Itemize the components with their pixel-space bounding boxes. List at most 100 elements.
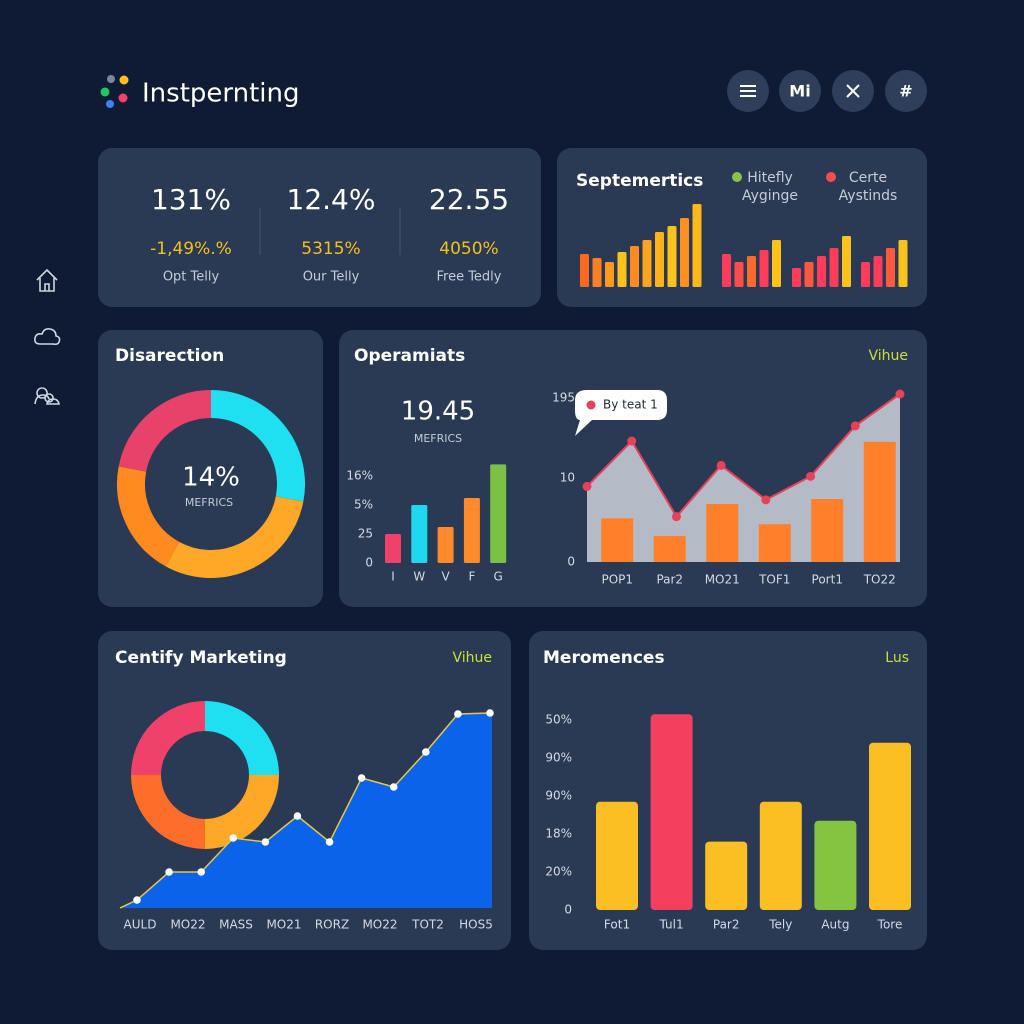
y-tick-label: 5%	[354, 498, 373, 512]
bar	[650, 714, 693, 910]
stat-label: Our Telly	[303, 270, 360, 285]
line-point	[293, 812, 302, 820]
x-tick-label: MO22	[362, 918, 397, 932]
bar	[792, 268, 801, 287]
donut-slice	[204, 774, 279, 849]
line-point	[229, 834, 238, 842]
line-point	[486, 709, 494, 717]
bar	[680, 218, 689, 287]
stat-change: 4050%	[439, 239, 498, 259]
x-tick-label: POP1	[601, 573, 633, 587]
app-title: Instpernting	[142, 79, 300, 109]
bar	[898, 240, 908, 287]
panel-title: Centify Marketing	[115, 648, 287, 668]
line-point	[325, 838, 334, 846]
y-tick-label: 20%	[545, 865, 572, 879]
panel-link[interactable]: Vihue	[452, 650, 492, 666]
x-tick-label: TOT2	[411, 918, 444, 932]
bar	[811, 499, 844, 562]
callout-dot	[586, 400, 596, 410]
bar	[655, 232, 664, 287]
donut-slice	[131, 701, 206, 776]
metric-label: MEFRICS	[414, 432, 462, 445]
donut-slice	[165, 495, 304, 578]
line-point	[895, 389, 905, 399]
hash-button-label: #	[899, 82, 912, 101]
close-icon	[846, 84, 860, 98]
stat-label: Opt Telly	[163, 270, 220, 285]
y-tick-label: 0	[365, 556, 373, 570]
y-tick-label: 90%	[545, 789, 572, 803]
donut-slice	[117, 466, 180, 567]
bar	[692, 204, 702, 287]
x-tick-label: MO22	[170, 918, 205, 932]
bar	[814, 820, 857, 910]
bar	[437, 527, 454, 563]
x-tick-label: AULD	[124, 918, 157, 932]
donut-center-value: 14%	[182, 463, 240, 493]
stat-change: -1,49%.%	[150, 239, 232, 259]
y-tick-label: 0	[564, 903, 572, 917]
panel-link[interactable]: Lus	[885, 650, 909, 666]
legend-label: Certe	[849, 170, 887, 186]
donut-slice	[131, 774, 206, 849]
metric-value: 19.45	[401, 397, 475, 427]
bar	[411, 505, 428, 563]
line-point	[671, 512, 681, 522]
bar	[886, 248, 895, 287]
donut-slice	[118, 390, 212, 473]
panel-title: Meromences	[543, 648, 665, 668]
bar	[605, 262, 614, 287]
bar	[642, 240, 652, 287]
line-point	[627, 436, 637, 446]
y-tick-label: 50%	[545, 713, 572, 727]
y-tick-label: 90%	[545, 751, 572, 765]
y-tick-label: 195	[552, 391, 575, 405]
stat-value: 131%	[151, 183, 231, 216]
y-tick-label: 0	[567, 555, 575, 569]
x-tick-label: MO21	[705, 573, 740, 587]
panel-link[interactable]: Vihue	[868, 348, 908, 364]
bar	[592, 258, 602, 287]
hash-button[interactable]	[885, 70, 927, 112]
bar	[667, 226, 677, 287]
bar	[861, 262, 870, 287]
bar	[873, 256, 883, 287]
bar	[759, 250, 769, 287]
bar	[706, 504, 739, 562]
line-point	[454, 710, 462, 718]
line-point	[582, 481, 592, 491]
line	[586, 393, 901, 519]
panel-title: Septemertics	[576, 171, 703, 191]
callout	[575, 390, 667, 436]
profile-button[interactable]	[779, 70, 821, 112]
y-tick-label: 10	[560, 471, 575, 485]
area-fill	[120, 713, 492, 908]
x-tick-label: I	[391, 570, 395, 584]
bar	[842, 236, 851, 287]
y-tick-label: 25	[358, 527, 373, 541]
line-point	[197, 868, 205, 876]
bar	[705, 841, 748, 910]
bar	[758, 524, 791, 562]
cloud-icon[interactable]	[34, 328, 61, 346]
donut-slice	[210, 390, 305, 502]
callout-label: By teat 1	[603, 398, 658, 412]
y-tick-label: 18%	[545, 827, 572, 841]
bar	[772, 240, 781, 287]
home-icon[interactable]	[36, 268, 58, 292]
menu-icon	[740, 85, 756, 97]
line-point	[261, 838, 270, 846]
x-tick-label: Tore	[877, 918, 903, 932]
line-point	[806, 471, 816, 481]
stat-value: 12.4%	[287, 183, 376, 216]
bar	[490, 464, 507, 563]
users-icon[interactable]	[34, 387, 60, 405]
bar	[869, 742, 911, 910]
stats-panel	[98, 148, 541, 307]
bar	[630, 246, 639, 287]
bar	[759, 801, 802, 910]
legend-label: Aystinds	[839, 188, 898, 204]
x-tick-label: G	[494, 570, 503, 584]
bar	[596, 801, 638, 910]
